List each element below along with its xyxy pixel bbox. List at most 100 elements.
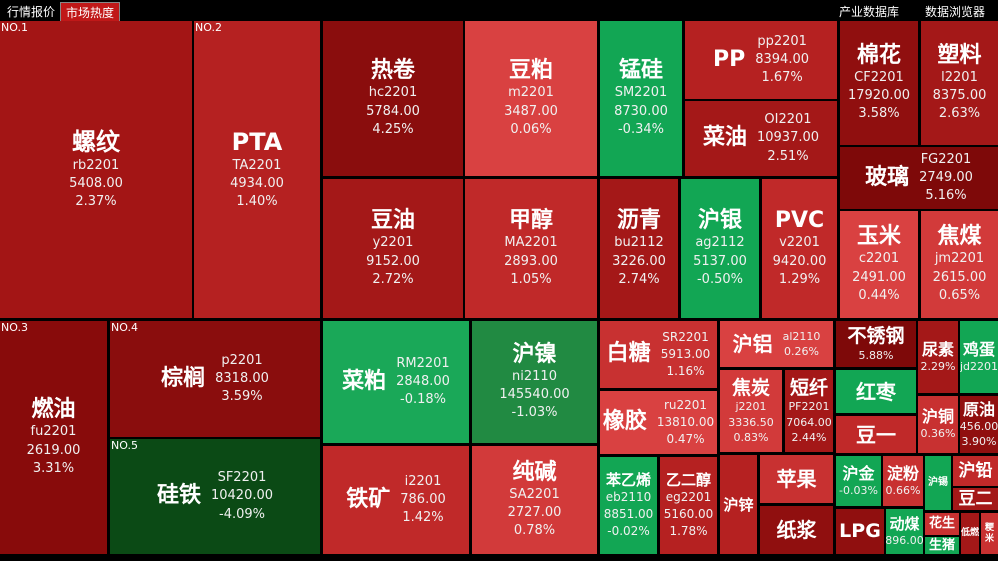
tile[interactable]: 花生 [925, 513, 959, 535]
tile[interactable]: 甲醇 MA2201 2893.00 1.05% [465, 179, 597, 318]
tile[interactable]: 沪锡 [925, 456, 951, 510]
tile[interactable]: 苹果 [760, 455, 833, 503]
tile[interactable]: 粳米 [981, 513, 998, 554]
tile[interactable]: 玉米 c2201 2491.00 0.44% [840, 211, 918, 318]
tile-code: PF2201 [788, 400, 830, 414]
tile[interactable]: 沪铅 [953, 456, 998, 486]
tile[interactable]: 白糖 SR2201 5913.00 1.16% [600, 321, 717, 388]
tile-change: 5.88% [858, 348, 894, 362]
tab-active[interactable]: 市场热度 [60, 2, 121, 23]
tile[interactable]: 菜粕 RM2201 2848.00 -0.18% [323, 321, 469, 443]
tile[interactable]: 塑料 l2201 8375.00 2.63% [921, 21, 998, 145]
tile-info: SR2201 5913.00 1.16% [661, 329, 711, 379]
tile[interactable]: 淀粉 0.66% [883, 456, 923, 506]
tile[interactable]: 沪金 -0.03% [836, 456, 881, 506]
tile-name: 原油 [962, 399, 995, 419]
tile[interactable]: 锰硅 SM2201 8730.00 -0.34% [600, 21, 682, 176]
tile-content: PP pp2201 8394.00 1.67% [713, 33, 809, 88]
tile[interactable]: 沪铝 al2110 0.26% [720, 321, 833, 367]
tile[interactable]: 菜油 OI2201 10937.00 2.51% [685, 101, 837, 176]
tile[interactable]: PVC v2201 9420.00 1.29% [762, 179, 837, 318]
tile[interactable]: 橡胶 ru2201 13810.00 0.47% [600, 391, 717, 454]
tile[interactable]: NO.2 PTA TA2201 4934.00 1.40% [194, 21, 320, 318]
tile-name: 沪铜 [921, 407, 954, 427]
tile[interactable]: 乙二醇 eg2201 5160.00 1.78% [660, 457, 717, 554]
tile[interactable]: 沪银 ag2112 5137.00 -0.50% [681, 179, 759, 318]
tile[interactable]: 沪锌 [720, 455, 757, 554]
tile-code: ni2110 [512, 368, 557, 384]
tile-code: p2201 [221, 352, 263, 368]
tile[interactable]: 苯乙烯 eb2110 8851.00 -0.02% [600, 457, 657, 554]
tile-content: 豆油 y2201 9152.00 2.72% [366, 208, 420, 289]
tile-change: 5.16% [925, 188, 967, 204]
tile-code: rb2201 [72, 157, 120, 173]
tile-name: 塑料 [937, 42, 982, 68]
tile-name: 苹果 [776, 467, 817, 491]
tile-name: 玉米 [856, 224, 901, 250]
tile-code: jd2201 [960, 359, 998, 373]
tile-content: 豆粕 m2201 3487.00 0.06% [504, 58, 558, 139]
tile-content: 红枣 [856, 380, 896, 404]
tile[interactable]: 热卷 hc2201 5784.00 4.25% [323, 21, 463, 176]
tile[interactable]: NO.1 螺纹 rb2201 5408.00 2.37% [0, 21, 192, 318]
tile[interactable]: LPG [836, 509, 884, 554]
tile-name: 沪铝 [732, 332, 773, 356]
tile[interactable]: 生猪 [925, 537, 959, 554]
tile-price: 456.00 [960, 419, 998, 433]
tile-name: 螺纹 [71, 127, 120, 156]
tile-code: hc2201 [368, 85, 418, 101]
tile-content: 原油 456.00 3.90% [960, 400, 998, 450]
tile[interactable]: NO.3 燃油 fu2201 2619.00 3.31% [0, 321, 107, 554]
tile-price: 2615.00 [932, 269, 987, 285]
tile[interactable]: 短纤 PF2201 7064.00 2.44% [785, 370, 833, 452]
tile[interactable]: 沪镍 ni2110 145540.00 -1.03% [472, 321, 597, 443]
tile-price: 13810.00 [656, 415, 715, 430]
tile-change: 0.78% [513, 523, 556, 539]
tile-name: 沪锌 [723, 495, 754, 514]
tile[interactable]: 焦炭 j2201 3336.50 0.83% [720, 370, 782, 452]
tile[interactable]: 玻璃 FG2201 2749.00 5.16% [840, 147, 998, 209]
tile[interactable]: 纯碱 SA2201 2727.00 0.78% [472, 446, 597, 554]
tile-price: 8375.00 [932, 88, 987, 104]
tile-code: fu2201 [30, 424, 77, 440]
tile[interactable]: 焦煤 jm2201 2615.00 0.65% [921, 211, 998, 318]
tile[interactable]: 棉花 CF2201 17920.00 3.58% [840, 21, 918, 145]
tile[interactable]: 豆一 [836, 416, 916, 453]
tile[interactable]: 尿素 2.29% [918, 321, 958, 393]
tile[interactable]: 纸浆 [760, 506, 833, 554]
tile-code: y2201 [372, 235, 414, 251]
tile-content: 棕榈 p2201 8318.00 3.59% [161, 352, 269, 407]
link[interactable]: 产业数据库 [839, 5, 900, 19]
tile-price: 8394.00 [755, 51, 809, 67]
tile[interactable]: PP pp2201 8394.00 1.67% [685, 21, 837, 99]
tile-content: 铁矿 i2201 786.00 1.42% [346, 473, 446, 528]
tile-content: 沪锡 [928, 477, 948, 489]
tile[interactable]: 动煤 896.00 [886, 509, 923, 554]
tile[interactable]: 沪铜 0.36% [918, 396, 958, 453]
tile[interactable]: 铁矿 i2201 786.00 1.42% [323, 446, 469, 554]
tile[interactable]: 低燃 [961, 513, 979, 554]
tile-code: OI2201 [764, 112, 812, 128]
tile-code: i2201 [404, 473, 442, 489]
tile[interactable]: 鸡蛋 jd2201 [960, 321, 998, 393]
tile-content: 沪金 -0.03% [839, 464, 878, 499]
tile-name: 焦煤 [937, 224, 982, 250]
tile-price: 7064.00 [786, 415, 832, 429]
tab[interactable]: 行情报价 [7, 5, 56, 19]
link[interactable]: 数据浏览器 [925, 5, 986, 19]
tile-info: al2110 0.26% [783, 329, 821, 360]
tile-info: p2201 8318.00 3.59% [215, 352, 269, 407]
tile[interactable]: 沥青 bu2112 3226.00 2.74% [600, 179, 678, 318]
tile[interactable]: 豆粕 m2201 3487.00 0.06% [465, 21, 597, 176]
tile-content: 沪镍 ni2110 145540.00 -1.03% [499, 342, 569, 423]
tile-price: 2848.00 [396, 373, 450, 389]
tile[interactable]: 豆油 y2201 9152.00 2.72% [323, 179, 463, 318]
tile[interactable]: NO.4 棕榈 p2201 8318.00 3.59% [110, 321, 320, 437]
tile[interactable]: 豆二 [953, 488, 998, 510]
tile[interactable]: 红枣 [836, 370, 916, 413]
tile[interactable]: NO.5 硅铁 SF2201 10420.00 -4.09% [110, 439, 320, 554]
tile[interactable]: 不锈钢 5.88% [836, 321, 916, 367]
tile-content: 低燃 [961, 528, 979, 539]
tile-content: 棉花 CF2201 17920.00 3.58% [848, 43, 910, 124]
tile[interactable]: 原油 456.00 3.90% [960, 396, 998, 453]
